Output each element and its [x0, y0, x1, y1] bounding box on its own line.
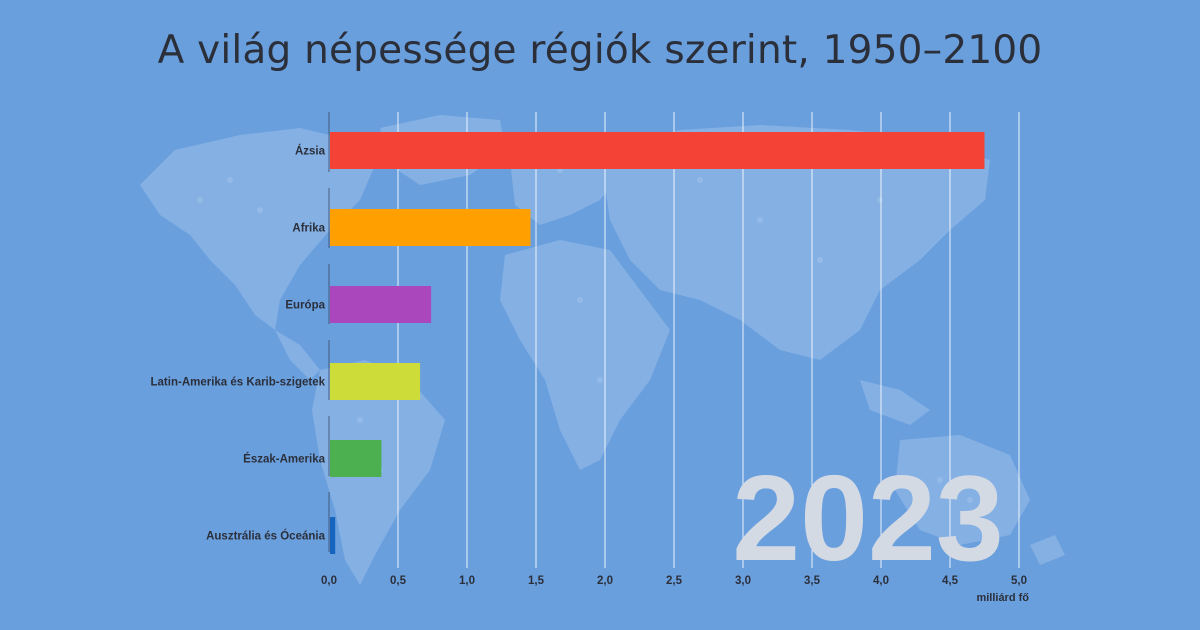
category-label: Ausztrália és Óceánia: [206, 530, 325, 543]
bar: [330, 363, 421, 400]
bars: [330, 132, 985, 554]
x-axis-unit-label: milliárd fő: [976, 592, 1029, 604]
x-axis-ticks: 0,0 0,5 1,0 1,5 2,0 2,5 3,0 3,5 4,0 4,5 5,0: [321, 575, 1027, 587]
bar: [330, 209, 531, 246]
x-tick-label: 2,5: [666, 575, 683, 587]
category-label: Afrika: [292, 223, 325, 235]
x-tick-label: 5,0: [1011, 575, 1027, 587]
category-label: Ázsia: [295, 145, 326, 158]
category-label: Észak-Amerika: [243, 453, 325, 466]
bar: [330, 517, 336, 554]
bar: [330, 132, 985, 169]
x-tick-label: 1,0: [459, 575, 475, 587]
bar: [330, 440, 382, 477]
x-tick-label: 2,0: [597, 575, 613, 587]
category-label: Latin-Amerika és Karib-szigetek: [151, 377, 326, 389]
x-tick-label: 3,0: [735, 575, 751, 587]
year-label: 2023: [732, 450, 1004, 586]
x-tick-label: 0,5: [390, 575, 407, 587]
grid-lines: [328, 112, 1020, 568]
x-tick-label: 0,0: [321, 575, 337, 587]
x-tick-label: 4,0: [873, 575, 889, 587]
category-labels: Ázsia Afrika Európa Latin-Amerika és Karib-…: [151, 145, 326, 543]
chart-title: A világ népessége régiók szerint, 1950–2…: [157, 28, 1043, 73]
x-tick-label: 3,5: [804, 575, 821, 587]
category-label: Európa: [285, 300, 325, 312]
x-tick-label: 4,5: [942, 575, 959, 587]
x-tick-label: 1,5: [528, 575, 545, 587]
bar: [330, 286, 432, 323]
